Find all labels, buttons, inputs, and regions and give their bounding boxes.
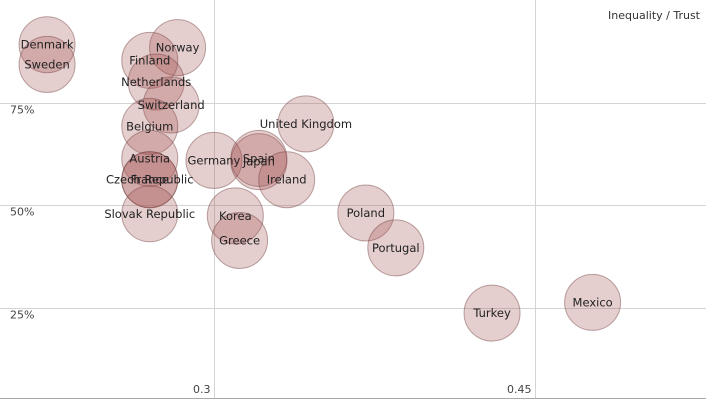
bubble-denmark[interactable] <box>18 16 76 74</box>
bubble-label-norway: Norway <box>156 41 200 55</box>
bubble-slovak-republic[interactable] <box>121 185 179 243</box>
bubble-norway[interactable] <box>149 19 207 77</box>
bubble-label-ireland: Ireland <box>267 173 307 187</box>
bubble-sweden[interactable] <box>18 35 76 93</box>
bubble-label-austria: Austria <box>129 151 170 165</box>
bubble-finland[interactable] <box>121 31 179 89</box>
bubble-label-finland: Finland <box>129 53 170 67</box>
bubble-label-japan: Japan <box>242 155 275 169</box>
bubble-label-mexico: Mexico <box>573 295 613 309</box>
bubble-label-portugal: Portugal <box>372 241 420 255</box>
y-tick-label: 25% <box>10 309 34 322</box>
bubble-greece[interactable] <box>211 211 269 269</box>
bubble-layer <box>18 16 622 342</box>
bubble-czech-republic[interactable] <box>121 151 179 209</box>
bubble-japan[interactable] <box>230 133 288 191</box>
bubble-turkey[interactable] <box>463 284 521 342</box>
bubble-ireland[interactable] <box>258 151 316 209</box>
bubble-label-netherlands: Netherlands <box>121 75 191 89</box>
bubble-label-switzerland: Switzerland <box>138 98 205 112</box>
bubble-label-korea: Korea <box>219 209 252 223</box>
bubble-label-france: France <box>131 173 169 187</box>
bubble-poland[interactable] <box>337 184 395 242</box>
bubble-label-sweden: Sweden <box>24 57 69 71</box>
bubble-korea[interactable] <box>206 187 264 245</box>
bubble-label-turkey: Turkey <box>472 306 511 320</box>
x-tick-label: 0.3 <box>193 383 211 396</box>
bubble-united-kingdom[interactable] <box>277 95 335 153</box>
chart-title: Inequality / Trust <box>608 9 701 22</box>
bubble-germany[interactable] <box>185 131 243 189</box>
bubble-label-germany: Germany <box>188 153 241 167</box>
bubble-label-denmark: Denmark <box>21 38 74 52</box>
tick-layer: 25% 50% 75% 0.3 0.45 <box>10 104 532 397</box>
bubble-label-greece: Greece <box>219 233 260 247</box>
grid <box>0 0 706 399</box>
y-tick-label: 75% <box>10 104 34 117</box>
bubble-switzerland[interactable] <box>142 76 200 134</box>
bubble-spain[interactable] <box>230 129 288 187</box>
x-tick-label: 0.45 <box>507 383 532 396</box>
bubble-france[interactable] <box>121 151 179 209</box>
bubble-label-spain: Spain <box>243 151 275 165</box>
bubble-label-czech-republic: Czech Republic <box>106 173 194 187</box>
bubble-label-united-kingdom: United Kingdom <box>260 117 352 131</box>
bubble-label-slovak-republic: Slovak Republic <box>104 207 195 221</box>
bubble-mexico[interactable] <box>564 273 622 331</box>
bubble-belgium[interactable] <box>121 97 179 155</box>
bubble-portugal[interactable] <box>367 219 425 277</box>
bubble-label-belgium: Belgium <box>126 119 173 133</box>
bubble-austria[interactable] <box>121 129 179 187</box>
bubble-label-poland: Poland <box>347 206 385 220</box>
bubble-netherlands[interactable] <box>127 53 185 111</box>
y-tick-label: 50% <box>10 206 34 219</box>
